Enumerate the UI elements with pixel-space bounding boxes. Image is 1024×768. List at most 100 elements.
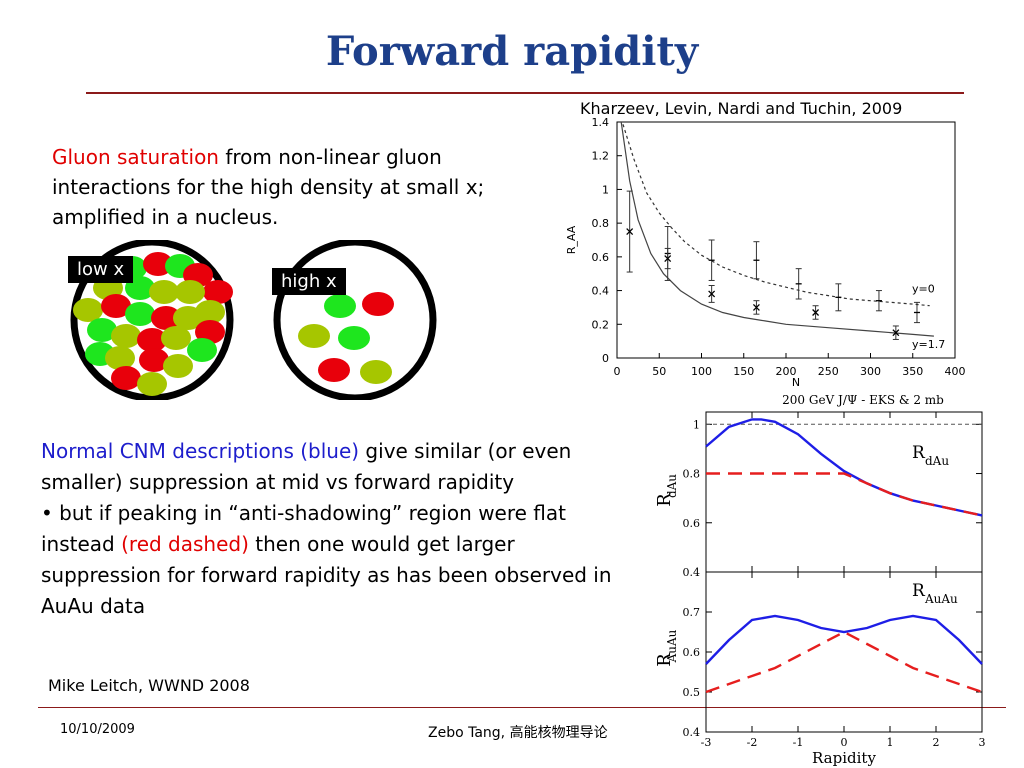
y-tick-label: 0.6: [683, 517, 701, 530]
body-part1-rest: give similar (or even smaller) suppressi…: [41, 439, 572, 494]
y-tick-label: 0.6: [683, 646, 701, 659]
gluon-blob: [139, 348, 169, 372]
curve-label-y17: y=1.7: [912, 338, 945, 351]
gluon-blob: [111, 324, 141, 348]
presenter-name: Zebo Tang,: [428, 725, 510, 741]
author-credit: Mike Leitch, WWND 2008: [48, 676, 250, 695]
x-tick-label: 150: [733, 365, 754, 378]
y-tick-label: 0.2: [592, 318, 610, 331]
y-axis-label: R: [654, 653, 675, 667]
y-tick-label: 0: [602, 352, 609, 365]
gluon-blob: [195, 320, 225, 344]
y-tick-label: 1.4: [592, 118, 610, 129]
gluon-blob: [137, 328, 167, 352]
y-tick-label: 0.7: [683, 606, 701, 619]
curve-y=1.7: [620, 122, 934, 337]
gluon-blob: [163, 354, 193, 378]
normal-cnm-highlight: Normal CNM descriptions (blue): [41, 439, 360, 463]
body-paragraph: Normal CNM descriptions (blue) give simi…: [41, 436, 621, 622]
y-tick-label: 0.4: [592, 285, 610, 298]
y-tick-label: 0.6: [592, 251, 610, 264]
y-tick-label: 1: [602, 183, 609, 196]
x-tick-label: 50: [652, 365, 666, 378]
low-x-tag: low x: [68, 256, 134, 283]
gluon-blob: [187, 338, 217, 362]
high-x-nucleus: [273, 240, 437, 400]
x-tick-label: -2: [747, 736, 758, 749]
x-tick-label: 200: [776, 365, 797, 378]
gluon-blob: [137, 372, 167, 396]
raa-vs-npart-chart: 0 50 100 150 200 250 300 350 400 0 0.2 0.4 0.6 0.8 1 1.…: [565, 118, 966, 407]
body-part2-start: • but if peaking in “anti-shadowing” reg…: [41, 501, 566, 556]
title-divider: [86, 92, 964, 94]
curve-y=0: [621, 122, 930, 307]
high-x-nucleus-outline: [273, 240, 437, 400]
gluon-blob: [173, 306, 203, 330]
curve-blue: [705, 614, 983, 665]
y-tick-label: 0.4: [683, 726, 701, 739]
y-axis-label: R: [654, 493, 675, 507]
gluon-blob: [87, 318, 117, 342]
y-tick-label: 0.8: [683, 468, 701, 481]
gluon-blob: [151, 306, 181, 330]
red-dashed-highlight: (red dashed): [121, 532, 249, 556]
gluon-blob: [161, 326, 191, 350]
x-tick-label: 300: [860, 365, 881, 378]
gluon-blob: [101, 294, 131, 318]
curve-red-dashed: [705, 630, 983, 694]
gluon-blob: [362, 292, 394, 316]
data-point: [708, 290, 716, 298]
curves: [620, 122, 934, 337]
panel-frame: [705, 411, 983, 573]
data-point: [812, 309, 820, 316]
y-axis-label-sub: AuAu: [665, 629, 679, 663]
gluon-blob: [318, 358, 350, 382]
x-tick-label: -1: [793, 736, 804, 749]
reference-citation: Kharzeev, Levin, Nardi and Tuchin, 2009: [580, 99, 903, 118]
gluon-blob: [338, 326, 370, 350]
y-tick-label: 0.4: [683, 566, 701, 579]
y-axis-label-sub: dAu: [665, 474, 679, 498]
data-point: [626, 228, 634, 236]
x-axis-label: N: [792, 376, 800, 389]
footer-date: 10/10/2009: [60, 722, 135, 737]
gluon-saturation-highlight: Gluon saturation: [52, 145, 219, 169]
data-point: [752, 303, 760, 311]
footer-presenter: Zebo Tang, 高能核物理导论: [428, 722, 608, 742]
x-tick-label: 0: [841, 736, 848, 749]
data-point: [664, 255, 672, 263]
intro-rest: from non-linear gluon interactions for t…: [52, 145, 485, 229]
x-tick-label: 400: [945, 365, 966, 378]
lower-chart-title: 200 GeV J/Ψ - EKS & 2 mb: [782, 393, 944, 407]
gluon-blob: [360, 360, 392, 384]
intro-paragraph: Gluon saturation from non-linear gluon i…: [52, 142, 522, 232]
gluon-blob: [203, 280, 233, 304]
gluon-blob: [73, 298, 103, 322]
x-tick-label: -3: [701, 736, 712, 749]
gluon-blob: [143, 252, 173, 276]
x-tick-label: 100: [691, 365, 712, 378]
data-point: [892, 329, 900, 337]
gluon-blob: [105, 346, 135, 370]
gluon-blob: [125, 302, 155, 326]
x-tick-label: 1: [887, 736, 894, 749]
gluon-blob: [324, 294, 356, 318]
panel-label-sub: dAu: [925, 454, 949, 468]
curve-red-dashed: [706, 472, 983, 517]
x-tick-label: 0: [614, 365, 621, 378]
gluon-blob: [298, 324, 330, 348]
panel-label-sub: AuAu: [924, 592, 958, 606]
y-tick-label: 1.2: [592, 150, 610, 163]
course-name: 高能核物理导论: [509, 725, 608, 741]
x-tick-label: 250: [818, 365, 839, 378]
high-x-tag: high x: [272, 268, 346, 295]
x-tick-label: 350: [902, 365, 923, 378]
y-tick-label: 0.8: [592, 217, 610, 230]
panel-label: R: [912, 443, 926, 463]
x-axis-label: Rapidity: [812, 749, 876, 767]
gluon-blob: [175, 280, 205, 304]
curve-label-y0: y=0: [912, 282, 935, 295]
footer-divider: [38, 707, 1006, 708]
x-tick-label: 3: [979, 736, 986, 749]
